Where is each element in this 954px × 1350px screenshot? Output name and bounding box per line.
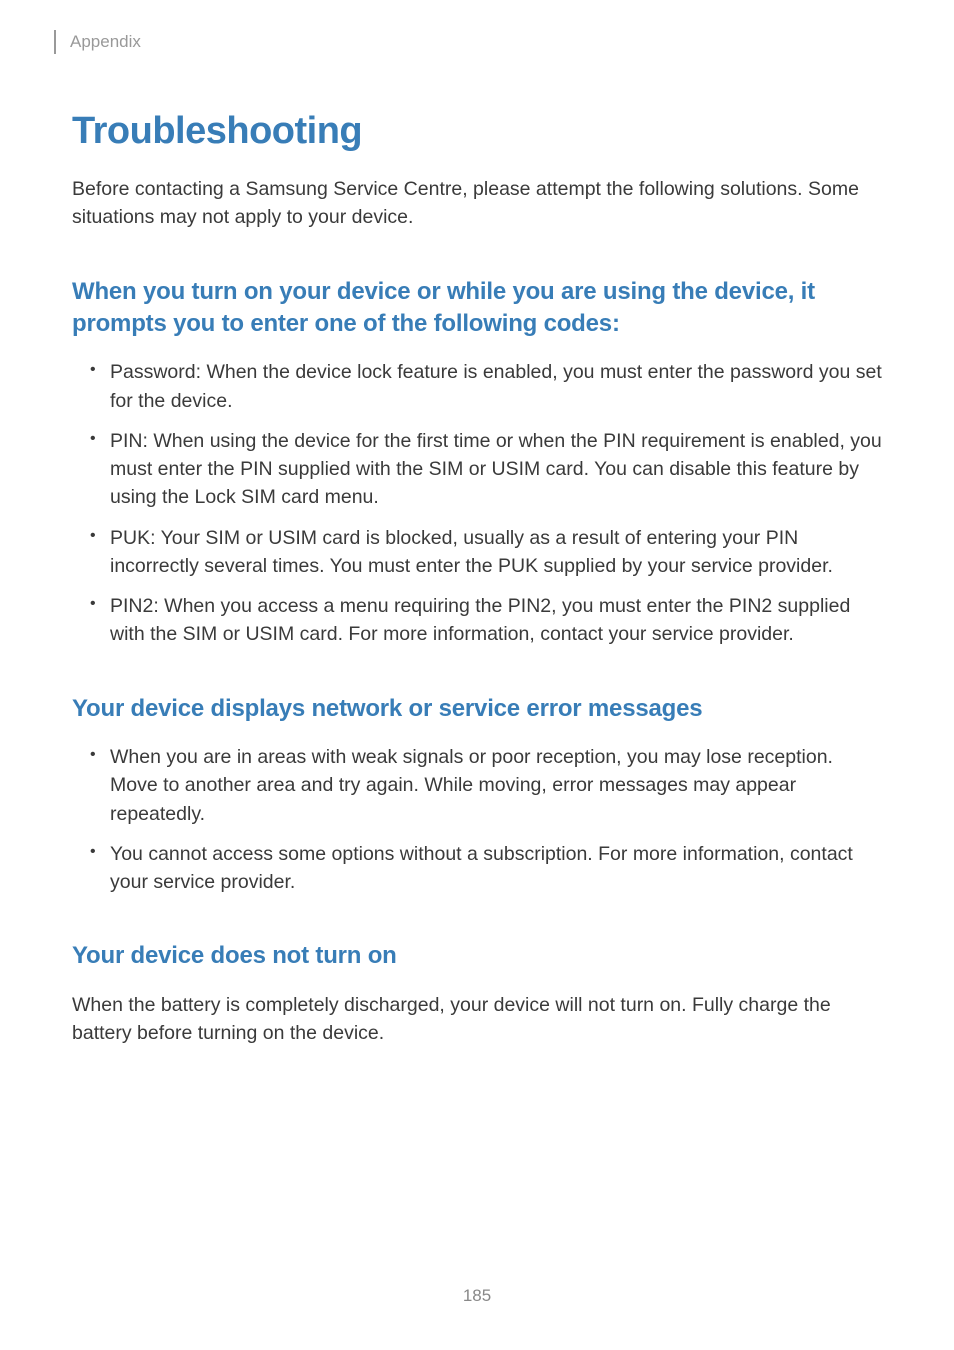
section-heading-codes: When you turn on your device or while yo…: [72, 276, 882, 341]
header-divider: [54, 30, 56, 54]
section-heading-noturnon: Your device does not turn on: [72, 940, 882, 972]
page-title: Troubleshooting: [72, 110, 882, 153]
header-section-label: Appendix: [70, 32, 141, 52]
bullet-list-codes: Password: When the device lock feature i…: [72, 358, 882, 648]
list-item: You cannot access some options without a…: [72, 840, 882, 897]
list-item: When you are in areas with weak signals …: [72, 743, 882, 828]
list-item: PIN2: When you access a menu requiring t…: [72, 592, 882, 649]
list-item: Password: When the device lock feature i…: [72, 358, 882, 415]
header-bar: Appendix: [72, 30, 882, 54]
paragraph-noturnon: When the battery is completely discharge…: [72, 991, 882, 1048]
page-container: Appendix Troubleshooting Before contacti…: [0, 0, 954, 1047]
page-number: 185: [0, 1286, 954, 1306]
list-item: PUK: Your SIM or USIM card is blocked, u…: [72, 524, 882, 581]
list-item: PIN: When using the device for the first…: [72, 427, 882, 512]
intro-paragraph: Before contacting a Samsung Service Cent…: [72, 175, 882, 232]
bullet-list-network: When you are in areas with weak signals …: [72, 743, 882, 896]
section-heading-network: Your device displays network or service …: [72, 693, 882, 725]
